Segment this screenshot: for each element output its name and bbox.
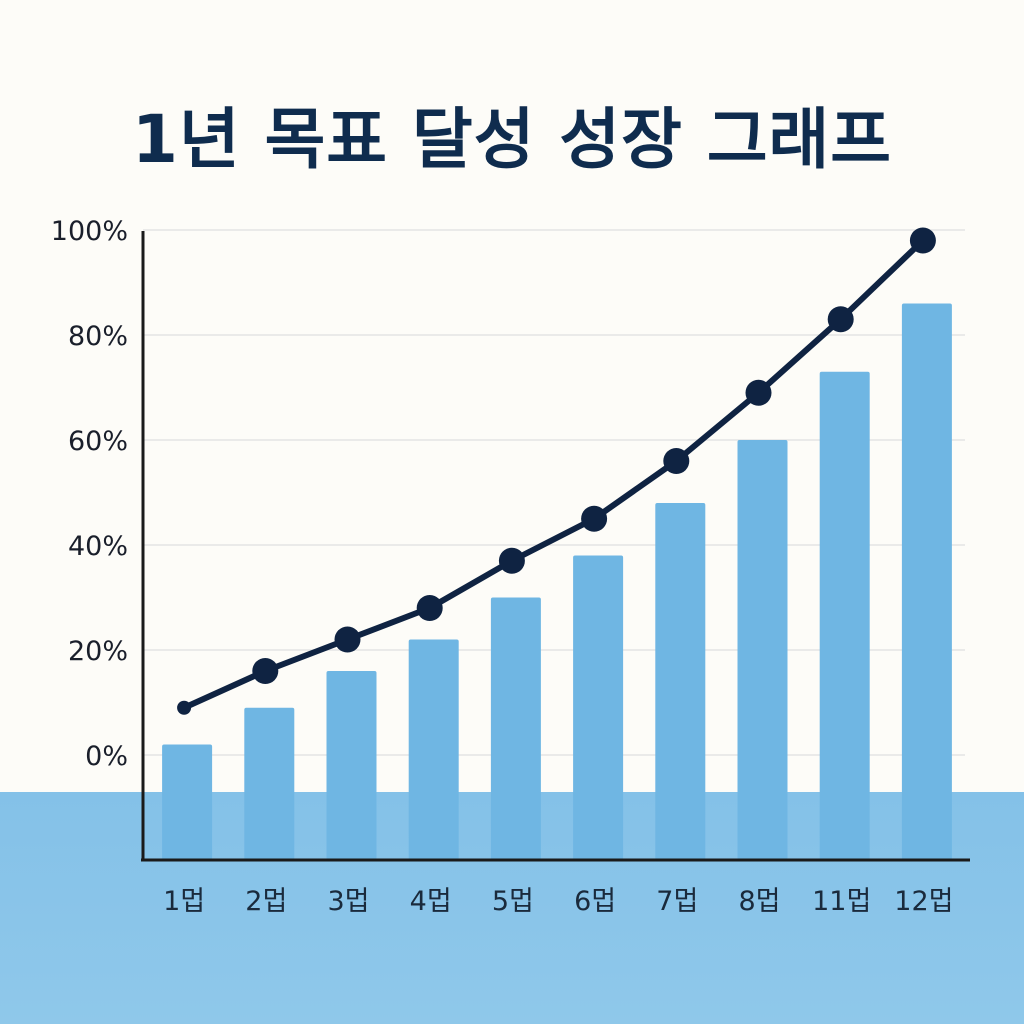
bar xyxy=(573,555,624,860)
line-point xyxy=(252,658,279,684)
bar xyxy=(490,597,541,860)
bar xyxy=(162,744,213,860)
x-tick-label: 12멉 xyxy=(894,886,953,917)
bar xyxy=(819,371,870,860)
growth-line xyxy=(181,237,926,711)
x-tick-label: 1멉 xyxy=(163,886,205,917)
y-tick-label: 100% xyxy=(51,216,128,247)
x-tick-label: 5멉 xyxy=(492,886,534,917)
bar xyxy=(655,503,706,860)
line-point xyxy=(416,595,443,621)
y-tick-label: 40% xyxy=(68,531,128,562)
line-point xyxy=(663,448,690,474)
y-tick-label: 20% xyxy=(68,636,128,667)
y-tick-label: 0% xyxy=(85,741,128,772)
line-point xyxy=(334,626,361,653)
line-point xyxy=(177,700,192,715)
bar xyxy=(901,303,952,860)
bar xyxy=(737,440,788,860)
x-tick-label: 3멉 xyxy=(327,886,369,917)
y-tick-label: 60% xyxy=(68,426,128,457)
label-layer: 0% 20% 40% 60% 80% 100% 1멉 2멉 3멉 4멉 5멉 6멉 7멉 8멉 11멉 12멉 xyxy=(51,216,954,917)
x-tick-label: 7멉 xyxy=(656,886,698,917)
bar xyxy=(408,639,459,860)
x-tick-label: 8멉 xyxy=(738,886,780,917)
bar-layer xyxy=(162,303,952,860)
line-layer xyxy=(177,227,936,715)
line-point xyxy=(827,306,854,333)
line-point xyxy=(745,379,772,406)
line-point xyxy=(581,505,608,532)
line-point xyxy=(909,227,936,254)
axis-layer xyxy=(141,231,970,862)
x-tick-label: 2멉 xyxy=(245,886,287,917)
bar xyxy=(244,707,295,860)
line-point xyxy=(498,547,525,574)
x-tick-label: 6멉 xyxy=(574,886,616,917)
x-tick-label: 11멉 xyxy=(812,886,871,917)
chart-title: 1년 목표 달성 성장 그래프 xyxy=(131,101,893,178)
bar xyxy=(326,671,377,860)
x-tick-label: 4멉 xyxy=(410,886,452,917)
y-tick-label: 80% xyxy=(68,321,128,352)
